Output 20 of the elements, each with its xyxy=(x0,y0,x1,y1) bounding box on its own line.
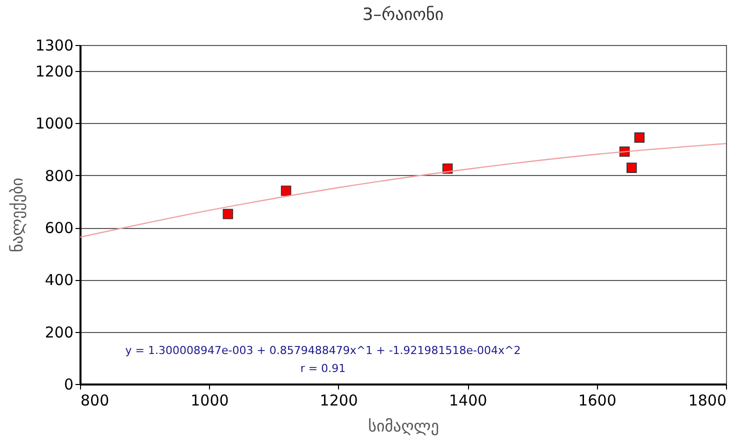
x-tick-label: 1000 xyxy=(190,392,229,410)
y-tick-label: 1000 xyxy=(35,114,74,133)
x-tick-label: 1600 xyxy=(578,392,616,410)
annotation: y = 1.300008947e-003 + 0.8579488479x^1 + -1.921981518e-004x^2 xyxy=(125,344,521,357)
x-tick-label: 1800 xyxy=(688,392,726,410)
y-tick-label: 200 xyxy=(44,323,74,342)
x-axis-title: სიმაღლე xyxy=(368,416,439,436)
y-tick-label: 800 xyxy=(44,166,74,185)
y-tick-label: 600 xyxy=(44,219,74,238)
line-series xyxy=(79,142,727,238)
x-tick-label: 800 xyxy=(80,392,110,410)
y-tick-label: 1200 xyxy=(35,62,74,81)
y-tick-label: 400 xyxy=(44,271,74,290)
annotation: r = 0.91 xyxy=(300,362,346,375)
y-tick-label: 0 xyxy=(64,376,74,394)
chart-title: 3–რაიონი xyxy=(362,5,444,25)
x-tick-label: 1200 xyxy=(320,392,358,410)
x-tick-label: 1400 xyxy=(449,392,488,410)
y-tick-label: 1300 xyxy=(35,36,74,54)
y-axis-title: ნალექები xyxy=(7,178,26,252)
